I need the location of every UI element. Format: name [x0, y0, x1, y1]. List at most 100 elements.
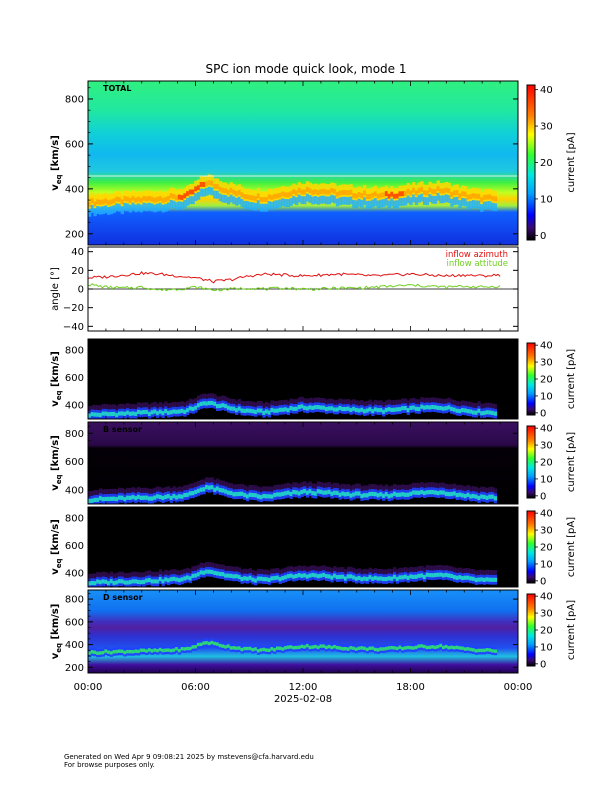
colorbar-tick-label: 30: [540, 526, 553, 537]
y-tick-label: 600: [65, 617, 84, 628]
colorbar-label-text: current [pA]: [566, 432, 577, 492]
y-axis-label-text: veq [km/s]: [50, 435, 63, 491]
y-axis-label-text: veq [km/s]: [50, 519, 63, 575]
y-tick-label: 600: [65, 457, 84, 468]
y-axis-label-text: veq [km/s]: [50, 604, 63, 660]
colorbar-tick-label: 30: [540, 441, 553, 452]
panel-a-sensor: [87, 338, 519, 420]
y-axis-label: veq [km/s]: [50, 351, 63, 407]
y-axis-label-text: veq [km/s]: [50, 135, 63, 191]
x-tick-label: 06:00: [181, 682, 210, 693]
angle-y-tick-label: 0: [78, 285, 84, 296]
colorbar-tick-label: 30: [540, 358, 553, 369]
b-sensor-overlay: [88, 477, 498, 504]
colorbar: [526, 593, 536, 667]
y-tick-label: 800: [65, 514, 84, 525]
panel-angles: inflow azimuth inflow attitude: [87, 246, 519, 332]
colorbar-label: current [pA]: [566, 600, 577, 660]
colorbar-tick-label: 20: [540, 458, 553, 469]
footer-browse: For browse purposes only.: [64, 761, 155, 769]
y-tick-label: 800: [65, 346, 84, 357]
colorbar: [526, 84, 536, 241]
d-sensor-background: [88, 590, 518, 673]
colorbar-tick-label: 0: [540, 576, 546, 587]
colorbar-tick-label: 10: [540, 474, 553, 485]
colorbar-tick-label: 10: [540, 642, 553, 653]
y-tick-label: 400: [65, 401, 84, 412]
y-axis-label: veq [km/s]: [50, 135, 63, 191]
colorbar-tick-label: 40: [540, 509, 553, 520]
colorbar-tick-label: 10: [540, 194, 553, 205]
y-tick-label: 400: [65, 184, 84, 195]
colorbars-group: 0 10 20 30 40 current [pA] 0 10 20 30 40 current [p…: [526, 84, 577, 670]
colorbar-tick-label: 20: [540, 543, 553, 554]
colorbar-tick-label: 0: [540, 491, 546, 502]
angle-y-tick-label: −40: [63, 322, 84, 333]
colorbar-label: current [pA]: [566, 517, 577, 577]
y-axis-label-text: veq [km/s]: [50, 351, 63, 407]
x-tick-label: 18:00: [396, 682, 425, 693]
y-tick-label: 400: [65, 569, 84, 580]
angle-y-label-text: angle [°]: [50, 267, 61, 311]
colorbar: [526, 342, 536, 416]
y-tick-label: 800: [65, 94, 84, 105]
series-inflow-azimuth: [87, 270, 501, 284]
c-sensor-overlay: [88, 561, 498, 587]
colorbar-label-text: current [pA]: [566, 349, 577, 409]
colorbar: [526, 425, 536, 499]
total-heatmap-overlay: [88, 174, 498, 217]
colorbar-tick-label: 10: [540, 391, 553, 402]
total-panel-label: TOTAL: [103, 84, 131, 93]
colorbar-tick-label: 30: [540, 609, 553, 620]
x-tick-label: 00:00: [504, 682, 533, 693]
b-sensor-label: B sensor: [103, 425, 142, 434]
colorbar: [526, 510, 536, 584]
x-tick-label: 12:00: [289, 682, 318, 693]
colorbar-label: current [pA]: [566, 432, 577, 492]
y-tick-label: 600: [65, 373, 84, 384]
colorbar-tick-label: 40: [540, 85, 553, 96]
x-axis-label: 2025-02-08: [274, 694, 332, 705]
series-inflow-attitude: [87, 283, 501, 292]
panel-total: TOTAL: [87, 80, 519, 246]
d-sensor-overlay: [88, 638, 498, 658]
y-axis-label: veq [km/s]: [50, 604, 63, 660]
colorbar-tick-label: 30: [540, 122, 553, 133]
y-tick-label: 400: [65, 485, 84, 496]
colorbar-label-text: current [pA]: [566, 517, 577, 577]
y-tick-label: 800: [65, 595, 84, 606]
total-heatmap-background: [88, 81, 518, 245]
legend-inflow-attitude: inflow attitude: [446, 259, 508, 269]
y-axis-label: veq [km/s]: [50, 519, 63, 575]
colorbar-tick-label: 40: [540, 341, 553, 352]
colorbar-tick-label: 20: [540, 626, 553, 637]
colorbar-label-text: current [pA]: [566, 600, 577, 660]
angle-y-tick-label: 20: [71, 266, 84, 277]
panel-d-sensor: D sensor: [87, 589, 519, 674]
angle-y-tick-label: −20: [63, 303, 84, 314]
colorbar-tick-label: 0: [540, 231, 546, 242]
colorbar-label-text: current [pA]: [566, 132, 577, 192]
footer-generated: Generated on Wed Apr 9 09:08:21 2025 by …: [64, 753, 314, 761]
y-tick-label: 400: [65, 640, 84, 651]
colorbar-tick-label: 40: [540, 424, 553, 435]
y-tick-label: 800: [65, 429, 84, 440]
y-tick-label: 600: [65, 139, 84, 150]
panel-c-sensor: [87, 506, 519, 588]
colorbar-tick-label: 40: [540, 592, 553, 603]
colorbar-tick-label: 20: [540, 375, 553, 386]
x-tick-label: 00:00: [74, 682, 103, 693]
colorbar-tick-label: 0: [540, 408, 546, 419]
y-tick-label: 200: [65, 663, 84, 674]
colorbar-tick-label: 20: [540, 158, 553, 169]
legend-inflow-azimuth: inflow azimuth: [446, 250, 508, 260]
colorbar-label: current [pA]: [566, 132, 577, 192]
y-tick-label: 200: [65, 229, 84, 240]
chart-title: SPC ion mode quick look, mode 1: [206, 62, 407, 76]
colorbar-label: current [pA]: [566, 349, 577, 409]
y-tick-label: 600: [65, 541, 84, 552]
x-tick-labels: 00:00 06:00 12:00 18:00 00:00: [74, 682, 533, 693]
colorbar-tick-label: 10: [540, 559, 553, 570]
